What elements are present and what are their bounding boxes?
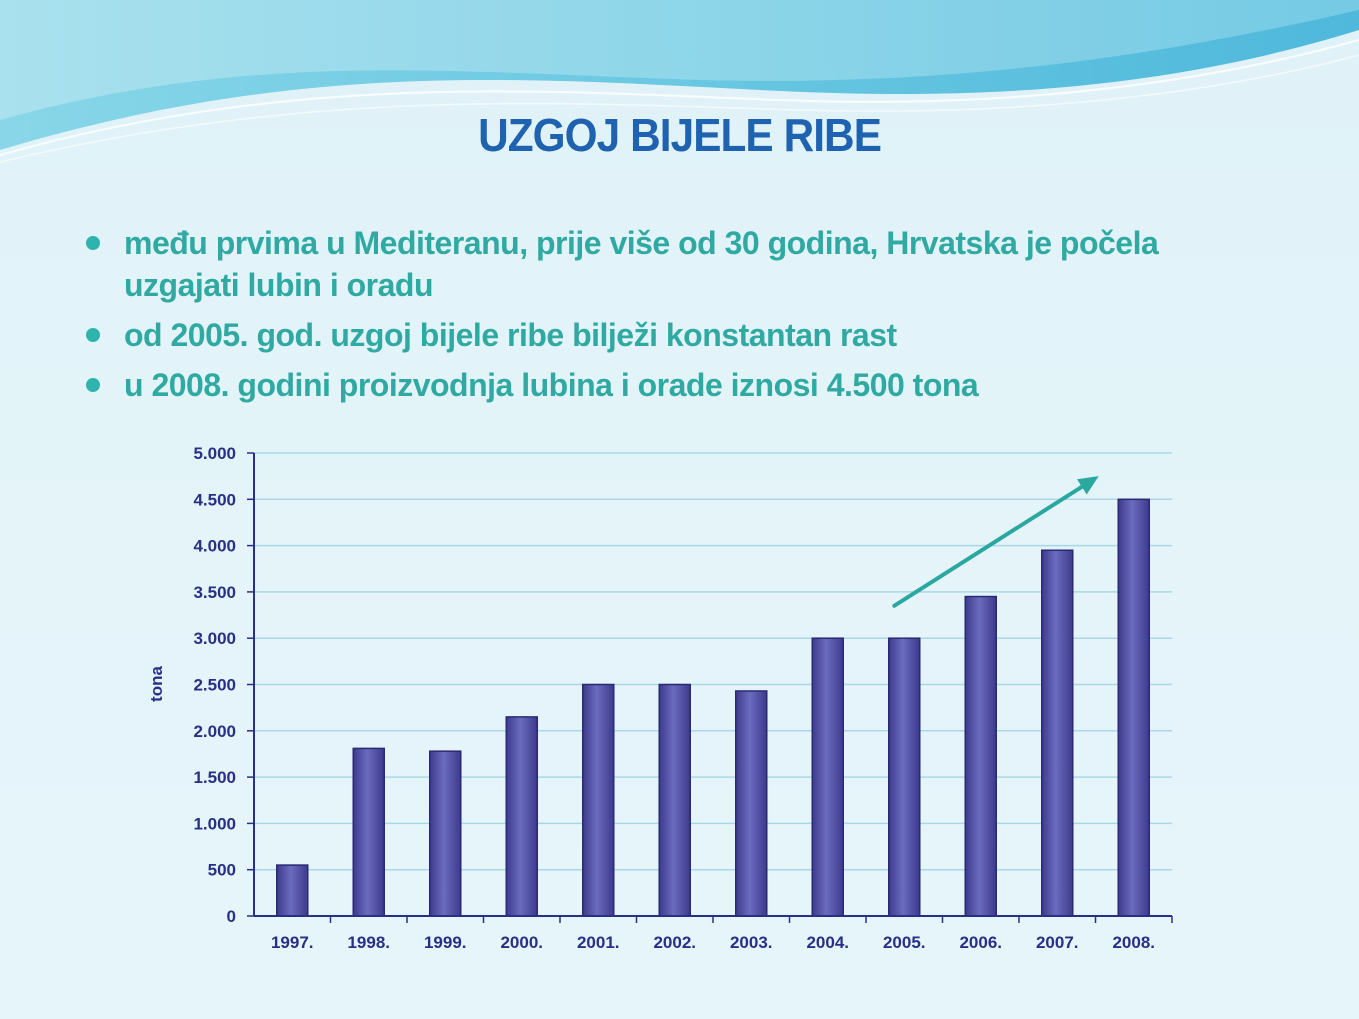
bar-1998 [352, 747, 385, 917]
bar-2005 [888, 637, 921, 917]
x-tick-label: 2001. [577, 933, 620, 952]
chart-gridlines [254, 452, 1172, 871]
y-tick-label: 4.000 [193, 537, 236, 556]
bar-2006 [964, 595, 997, 917]
x-tick-label: 2002. [653, 933, 696, 952]
bar-2003 [735, 690, 768, 917]
bullet-dot-icon [86, 328, 100, 342]
bar-1999 [429, 750, 462, 917]
trend-arrow-shaft [892, 479, 1093, 608]
x-tick-label: 2007. [1036, 933, 1079, 952]
y-tick-label: 1.500 [193, 768, 236, 787]
bullet-item: među prvima u Mediteranu, prije više od … [78, 222, 1198, 306]
x-tick-label: 2000. [500, 933, 543, 952]
bullet-text: među prvima u Mediteranu, prije više od … [124, 225, 1159, 303]
y-tick-label: 2.500 [193, 676, 236, 695]
y-tick-labels: 0 500 1.000 1.500 2.000 2.500 3.000 3.500 4.000 4… [193, 444, 236, 926]
bullet-item: od 2005. god. uzgoj bijele ribe bilježi … [78, 314, 1198, 356]
chart-bars [276, 498, 1150, 917]
y-tick-label: 3.500 [193, 583, 236, 602]
bullet-item: u 2008. godini proizvodnja lubina i orad… [78, 364, 1198, 406]
bar-2002 [658, 683, 691, 917]
x-tick-label: 2006. [959, 933, 1002, 952]
bar-2001 [582, 683, 615, 917]
bar-2004 [811, 637, 844, 917]
bullet-dot-icon [86, 378, 100, 392]
y-tick-label: 500 [208, 861, 236, 880]
x-tick-label: 1999. [424, 933, 467, 952]
y-axis-label: tona [147, 666, 166, 702]
y-tick-label: 0 [227, 907, 236, 926]
y-tick-label: 3.000 [193, 629, 236, 648]
x-tick-labels: 1997. 1998. 1999. 2000. 2001. 2002. 2003. 2004.… [271, 933, 1155, 952]
chart-axes [247, 452, 1173, 923]
x-tick-label: 1998. [347, 933, 390, 952]
bar-2008 [1117, 498, 1150, 917]
bar-1997 [276, 864, 309, 917]
bullet-text: u 2008. godini proizvodnja lubina i orad… [124, 367, 979, 403]
x-tick-label: 2005. [883, 933, 926, 952]
y-tick-label: 4.500 [193, 490, 236, 509]
trend-arrow-icon [892, 476, 1099, 608]
bar-2000 [505, 716, 538, 917]
y-tick-label: 1.000 [193, 814, 236, 833]
bullet-list: među prvima u Mediteranu, prije više od … [78, 222, 1198, 414]
trend-arrow-head [1077, 476, 1099, 495]
bullet-dot-icon [86, 236, 100, 250]
slide-title: UZGOJ BIJELE RIBE [478, 109, 882, 161]
bar-2007 [1041, 549, 1074, 917]
x-tick-label: 1997. [271, 933, 314, 952]
y-tick-label: 2.000 [193, 722, 236, 741]
x-tick-label: 2008. [1112, 933, 1155, 952]
header-wave-decoration [0, 0, 1359, 163]
x-tick-label: 2003. [730, 933, 773, 952]
x-tick-label: 2004. [806, 933, 849, 952]
bullet-text: od 2005. god. uzgoj bijele ribe bilježi … [124, 317, 897, 353]
y-tick-label: 5.000 [193, 444, 236, 463]
